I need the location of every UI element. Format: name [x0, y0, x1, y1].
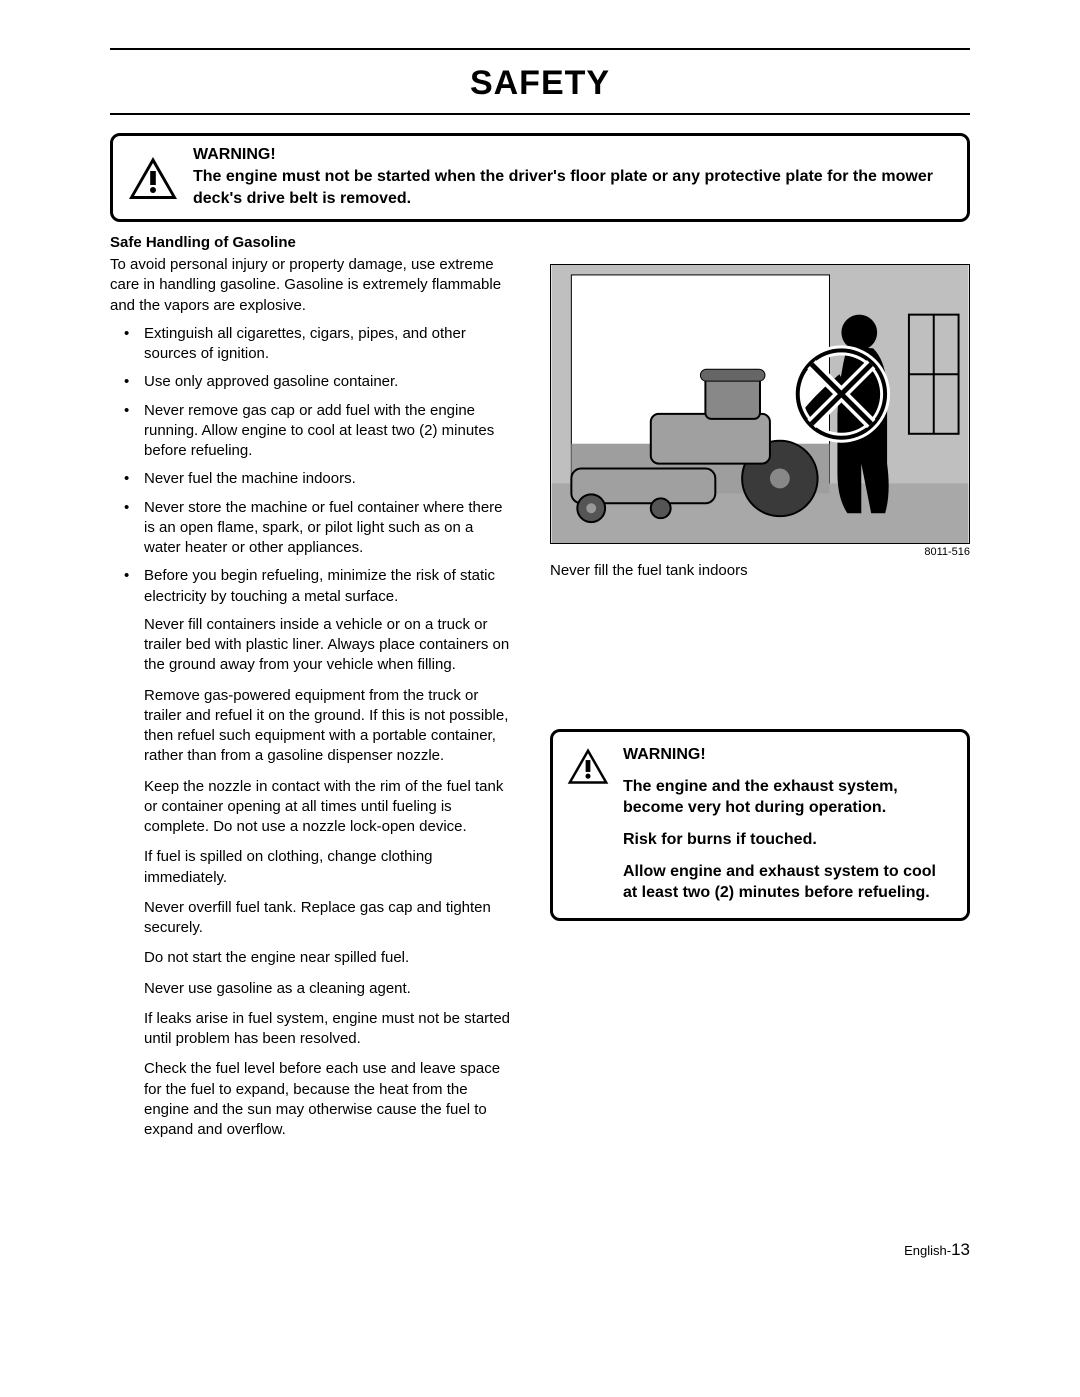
left-column: Safe Handling of Gasoline To avoid perso… — [110, 234, 510, 1150]
warning-triangle-icon — [123, 146, 183, 209]
list-item: Before you begin refueling, minimize the… — [130, 566, 510, 607]
figure-caption: Never ﬁll the fuel tank indoors — [550, 562, 970, 579]
warning-body: The engine must not be started when the … — [193, 166, 953, 209]
figure-number: 8011-516 — [550, 546, 970, 558]
indented-paragraph: If fuel is spilled on clothing, change c… — [110, 847, 510, 888]
list-item: Never store the machine or fuel containe… — [130, 498, 510, 559]
warning-triangle-icon — [563, 744, 613, 904]
intro-paragraph: To avoid personal injury or property dam… — [110, 255, 510, 316]
indented-paragraph: Remove gas-powered equipment from the tr… — [110, 686, 510, 767]
warning-line: Risk for burns if touched. — [623, 829, 953, 851]
indented-paragraph: Never fill containers inside a vehicle o… — [110, 615, 510, 676]
warning-line: Allow engine and exhaust system to cool … — [623, 861, 953, 904]
indented-paragraph: Never use gasoline as a cleaning agent. — [110, 979, 510, 999]
warning-text: WARNING! The engine and the exhaust syst… — [613, 744, 953, 904]
right-column: 8011-516 Never ﬁll the fuel tank indoors… — [550, 234, 970, 1150]
footer-lang: English- — [904, 1243, 951, 1258]
list-item: Never remove gas cap or add fuel with th… — [130, 401, 510, 462]
page-title: SAFETY — [110, 50, 970, 113]
list-item: Use only approved gasoline container. — [130, 372, 510, 392]
warning-box-bottom: WARNING! The engine and the exhaust syst… — [550, 729, 970, 921]
header-rule-bottom — [110, 113, 970, 115]
warning-title: WARNING! — [193, 146, 953, 164]
section-subhead: Safe Handling of Gasoline — [110, 234, 510, 251]
indented-paragraph: Never overfill fuel tank. Replace gas ca… — [110, 898, 510, 939]
indented-paragraph: Keep the nozzle in contact with the rim … — [110, 777, 510, 838]
warning-box-top: WARNING! The engine must not be started … — [110, 133, 970, 222]
page-footer: English-13 — [110, 1240, 970, 1260]
content-columns: Safe Handling of Gasoline To avoid perso… — [110, 234, 970, 1150]
warning-line: The engine and the exhaust system, becom… — [623, 776, 953, 819]
bullet-list: Extinguish all cigarettes, cigars, pipes… — [110, 324, 510, 607]
figure-illustration — [550, 264, 970, 544]
list-item: Never fuel the machine indoors. — [130, 469, 510, 489]
indented-paragraph: Check the fuel level before each use and… — [110, 1059, 510, 1140]
indented-paragraph: If leaks arise in fuel system, engine mu… — [110, 1009, 510, 1050]
warning-text: WARNING! The engine must not be started … — [183, 146, 953, 209]
indented-paragraph: Do not start the engine near spilled fue… — [110, 948, 510, 968]
footer-page-number: 13 — [951, 1240, 970, 1259]
warning-title: WARNING! — [623, 744, 953, 766]
list-item: Extinguish all cigarettes, cigars, pipes… — [130, 324, 510, 365]
